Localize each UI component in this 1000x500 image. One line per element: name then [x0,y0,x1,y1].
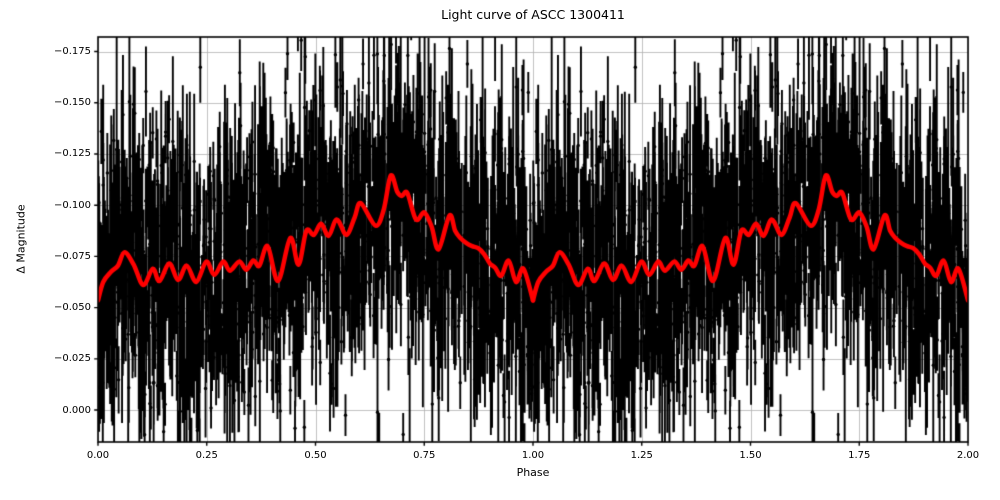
chart-title: Light curve of ASCC 1300411 [441,7,625,22]
x-tick-label: 1.75 [848,450,871,461]
y-tick-label: −0.025 [53,353,91,365]
x-tick-label: 1.50 [739,450,762,461]
x-axis-label: Phase [516,466,550,479]
x-tick-label: 0.00 [86,450,110,461]
y-tick-label: −0.125 [53,148,91,160]
y-tick-label: −0.150 [53,97,91,109]
x-tick-label: 1.25 [630,450,653,461]
y-axis-label: Δ Magnitude [14,204,28,274]
x-tick-label: 0.50 [304,450,327,461]
y-tick-label: 0.000 [62,404,91,416]
y-tick-label: −0.075 [53,250,91,262]
x-tick-label: 1.00 [521,450,545,461]
y-tick-label: −0.175 [53,46,91,58]
x-tick-label: 0.25 [195,450,218,461]
x-tick-label: 0.75 [413,450,436,461]
x-tick-label: 2.00 [956,450,980,461]
y-tick-label: −0.100 [53,199,91,211]
y-tick-label: −0.050 [53,302,91,314]
